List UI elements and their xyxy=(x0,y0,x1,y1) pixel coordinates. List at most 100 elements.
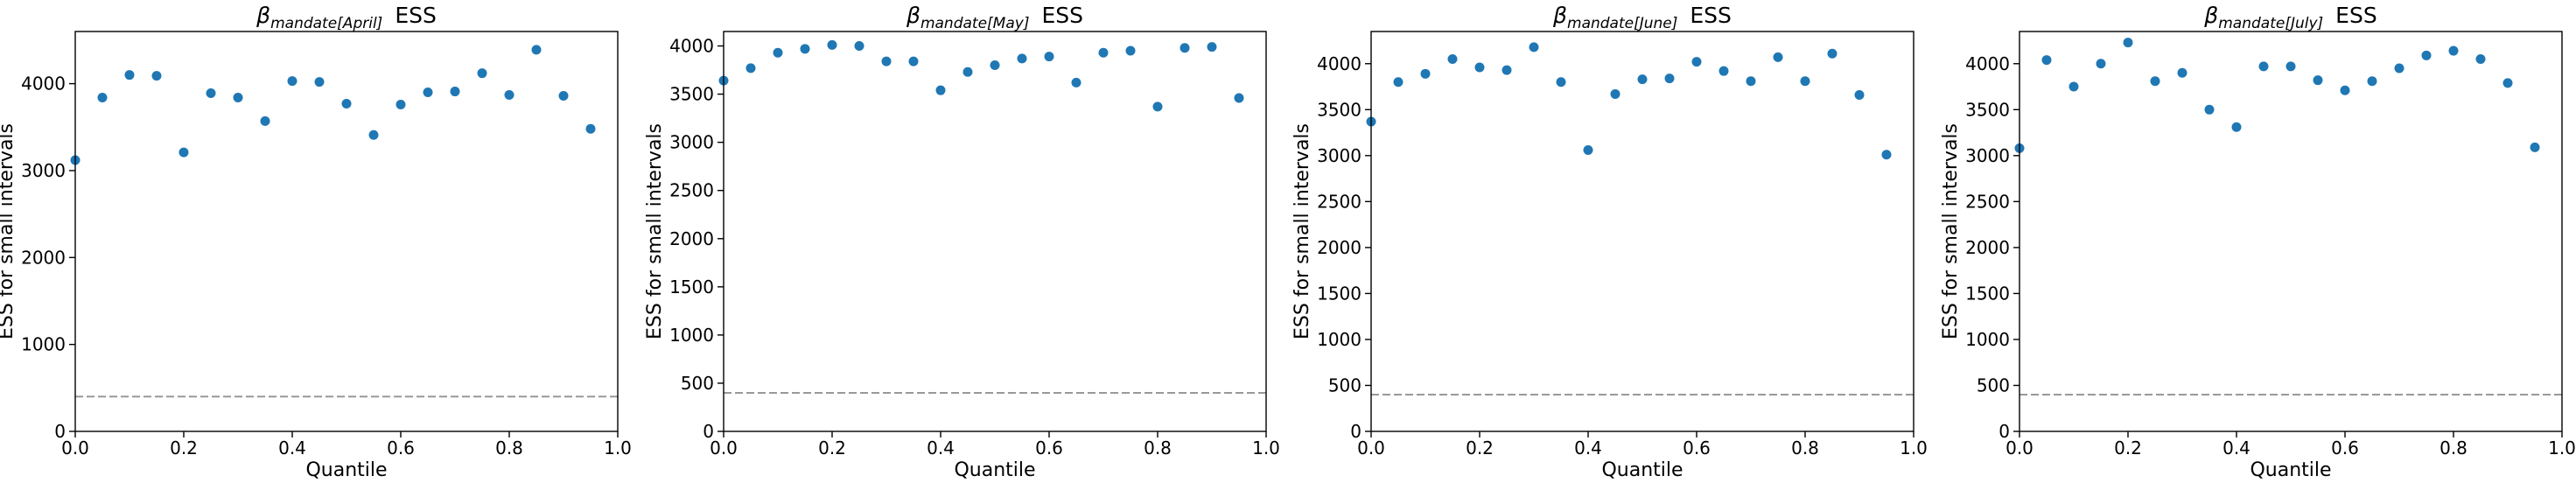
data-point xyxy=(260,116,270,126)
x-tick-label: 0.2 xyxy=(818,438,846,458)
y-tick-label: 3500 xyxy=(669,84,714,105)
data-point xyxy=(746,63,756,74)
x-tick-label: 0.0 xyxy=(710,438,738,458)
data-point xyxy=(396,99,406,109)
data-point xyxy=(2340,85,2350,95)
data-point xyxy=(97,93,108,103)
x-tick-label: 1.0 xyxy=(604,438,632,458)
x-tick-label: 0.4 xyxy=(1574,438,1602,458)
data-point xyxy=(1691,57,1702,67)
data-point xyxy=(827,39,837,50)
data-point xyxy=(1854,89,1865,100)
x-tick-label: 0.8 xyxy=(2440,438,2468,458)
y-tick-label: 500 xyxy=(1328,374,1362,396)
data-point xyxy=(368,130,379,140)
data-point xyxy=(2177,67,2188,78)
data-point xyxy=(477,68,487,79)
data-point xyxy=(1637,74,1648,85)
title-symbol: β xyxy=(906,3,920,28)
plot-frame xyxy=(2019,31,2563,432)
title-suffix: ESS xyxy=(2335,3,2377,28)
x-axis-label: Quantile xyxy=(1601,459,1683,481)
data-point xyxy=(2286,61,2296,72)
x-tick-label: 0.0 xyxy=(61,438,89,458)
chart-panel-1: 0.0 0.2 0.4 0.6 0.8 1.0 0 1000 2000 3000 4000 Quant… xyxy=(0,3,632,481)
data-point xyxy=(206,88,216,99)
data-point xyxy=(2502,78,2513,88)
y-tick-label: 1500 xyxy=(669,276,714,298)
y-tick-label: 2500 xyxy=(669,180,714,201)
y-tick-label: 1000 xyxy=(669,325,714,346)
y-tick-label: 2000 xyxy=(669,228,714,249)
data-point xyxy=(2096,59,2106,69)
y-tick-label: 4000 xyxy=(669,36,714,57)
data-point xyxy=(1207,42,1217,52)
data-point xyxy=(1180,43,1190,53)
title-subscript: mandate[April] xyxy=(270,15,382,32)
x-tick-label: 1.0 xyxy=(1900,438,1928,458)
chart-title: βmandate[June] ESS xyxy=(1552,3,1732,32)
data-point xyxy=(908,56,919,66)
data-point xyxy=(2068,81,2079,92)
data-point xyxy=(178,147,189,158)
data-point xyxy=(1773,52,1783,62)
y-tick-label: 2500 xyxy=(1965,191,2010,212)
x-tick-label: 0.6 xyxy=(1683,438,1711,458)
x-tick-label: 1.0 xyxy=(1252,438,1280,458)
data-point xyxy=(314,77,325,88)
y-tick-label: 1000 xyxy=(1965,329,2010,350)
data-point xyxy=(124,70,135,80)
title-subscript: mandate[May] xyxy=(920,15,1030,32)
data-point xyxy=(504,90,514,101)
title-suffix: ESS xyxy=(1690,3,1732,28)
data-point xyxy=(1529,42,1539,52)
data-point xyxy=(1125,46,1136,56)
data-point xyxy=(1718,66,1729,76)
data-point xyxy=(1071,77,1082,88)
y-axis-label: ESS for small intervals xyxy=(1940,123,1962,340)
data-point xyxy=(450,87,460,97)
data-point xyxy=(1746,76,1756,87)
data-point xyxy=(2231,122,2242,132)
data-point xyxy=(2204,104,2215,115)
data-point xyxy=(1044,52,1054,62)
y-tick-label: 4000 xyxy=(21,74,66,94)
x-tick-label: 0.2 xyxy=(1466,438,1494,458)
x-tick-label: 0.6 xyxy=(1035,438,1063,458)
y-tick-label: 3500 xyxy=(1965,99,2010,120)
chart-panel-2: 0.0 0.2 0.4 0.6 0.8 1.0 0 500 1000 1500 2000 2500 30… xyxy=(644,3,1280,481)
x-tick-label: 0.0 xyxy=(1357,438,1385,458)
chart-title: βmandate[May] ESS xyxy=(906,3,1083,32)
title-symbol: β xyxy=(1552,3,1567,28)
data-point xyxy=(1098,47,1109,58)
y-axis-label: ESS for small intervals xyxy=(0,123,18,340)
data-point xyxy=(854,41,864,52)
x-tick-label: 0.8 xyxy=(495,438,523,458)
data-point xyxy=(585,123,596,134)
data-point xyxy=(881,56,892,66)
data-point xyxy=(935,85,946,95)
chart-panel-3: 0.0 0.2 0.4 0.6 0.8 1.0 0 500 1000 1500 2000 2500 30… xyxy=(1292,3,1928,481)
data-point xyxy=(151,71,162,81)
data-point xyxy=(2041,55,2052,66)
y-tick-label: 0 xyxy=(1998,421,2010,442)
y-tick-label: 4000 xyxy=(1965,53,2010,74)
y-tick-label: 0 xyxy=(54,421,66,442)
y-tick-label: 4000 xyxy=(1317,53,1362,74)
data-point xyxy=(423,88,433,98)
x-tick-label: 0.2 xyxy=(170,438,198,458)
data-point xyxy=(800,44,810,54)
x-tick-label: 0.8 xyxy=(1144,438,1172,458)
data-point xyxy=(1152,102,1163,112)
title-subscript: mandate[July] xyxy=(2218,15,2323,32)
data-point xyxy=(1583,145,1593,156)
data-point xyxy=(773,47,783,58)
x-tick-label: 0.2 xyxy=(2114,438,2142,458)
data-point xyxy=(2367,76,2377,87)
data-point xyxy=(990,60,1000,71)
x-tick-label: 0.6 xyxy=(387,438,415,458)
data-point xyxy=(2150,76,2160,87)
y-tick-label: 1000 xyxy=(21,334,66,355)
data-point xyxy=(1881,150,1892,160)
